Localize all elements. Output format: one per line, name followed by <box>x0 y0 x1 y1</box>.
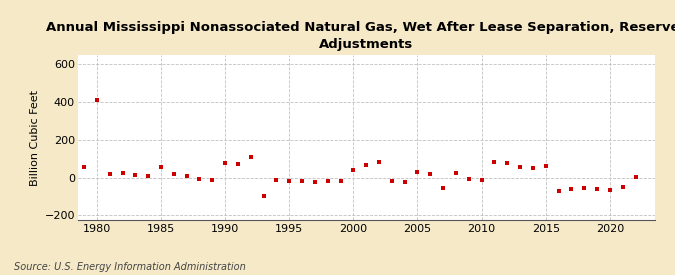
Point <box>554 189 564 193</box>
Point <box>92 98 103 103</box>
Point <box>348 168 359 172</box>
Point <box>579 186 590 190</box>
Point <box>143 174 154 178</box>
Point <box>451 171 462 175</box>
Point <box>528 166 539 170</box>
Point <box>374 160 385 165</box>
Point <box>259 194 269 199</box>
Point <box>182 174 192 178</box>
Point <box>130 172 141 177</box>
Point <box>566 187 577 191</box>
Point <box>425 172 436 176</box>
Point <box>117 171 128 175</box>
Point <box>541 164 551 169</box>
Point <box>296 179 307 183</box>
Point <box>464 177 475 182</box>
Point <box>310 180 321 185</box>
Point <box>592 187 603 191</box>
Point <box>169 172 180 176</box>
Point <box>232 162 243 167</box>
Point <box>323 179 333 183</box>
Point <box>412 170 423 174</box>
Point <box>104 172 115 176</box>
Point <box>605 188 616 192</box>
Point <box>477 178 487 183</box>
Point <box>246 155 256 159</box>
Point <box>335 179 346 183</box>
Text: Source: U.S. Energy Information Administration: Source: U.S. Energy Information Administ… <box>14 262 245 272</box>
Point <box>630 174 641 179</box>
Point <box>271 178 282 183</box>
Point <box>156 165 167 169</box>
Point <box>400 180 410 185</box>
Point <box>617 185 628 189</box>
Point <box>502 161 513 166</box>
Point <box>438 186 449 190</box>
Y-axis label: Billion Cubic Feet: Billion Cubic Feet <box>30 89 40 186</box>
Point <box>387 179 398 183</box>
Point <box>515 165 526 169</box>
Point <box>489 160 500 165</box>
Point <box>360 163 371 167</box>
Title: Annual Mississippi Nonassociated Natural Gas, Wet After Lease Separation, Reserv: Annual Mississippi Nonassociated Natural… <box>45 21 675 51</box>
Point <box>79 165 90 169</box>
Point <box>220 161 231 166</box>
Point <box>207 178 218 183</box>
Point <box>194 177 205 182</box>
Point <box>284 179 295 183</box>
